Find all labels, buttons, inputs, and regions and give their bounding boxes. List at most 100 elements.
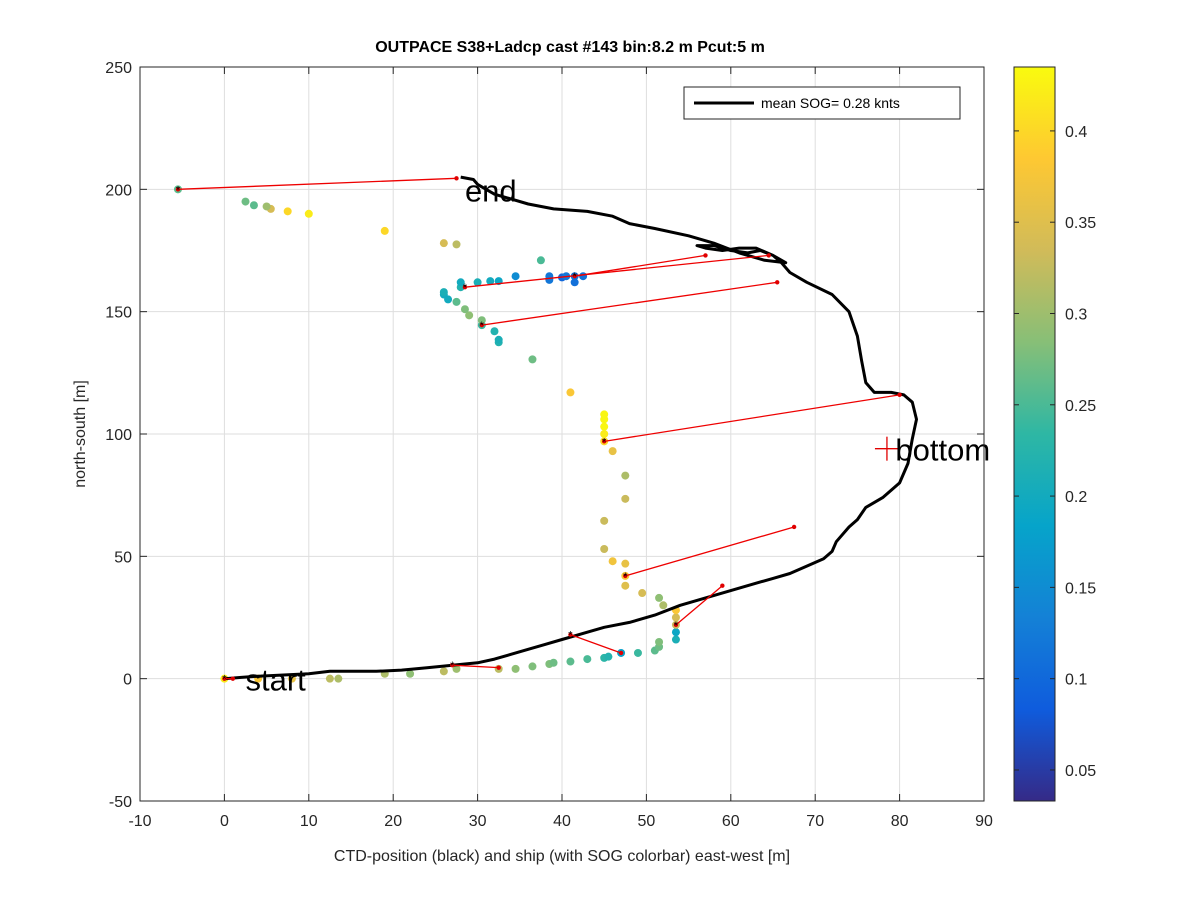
- plot-frame: [139, 66, 985, 802]
- ship-sog-point: [287, 674, 296, 683]
- y-tick-label: 50: [114, 549, 132, 566]
- ship-sog-point: [579, 272, 588, 281]
- colorbar-tick-label: 0.1: [1065, 672, 1087, 689]
- ship-sog-point: [608, 447, 617, 456]
- ship-sog-point: [249, 201, 258, 210]
- connector-endpoint: [673, 622, 679, 628]
- ship-sog-point: [528, 355, 537, 364]
- ship-sog-point: [380, 226, 389, 235]
- ship-sog-point: [638, 589, 647, 598]
- connector-endpoint: [791, 524, 797, 530]
- legend: mean SOG= 0.28 knts: [683, 86, 961, 120]
- y-axis-ticks: -50 0 50 100 150 200 250: [105, 60, 984, 811]
- ship-sog-point: [439, 239, 448, 248]
- x-tick-label: 50: [638, 813, 656, 830]
- ship-sog-point: [452, 297, 461, 306]
- ship-sog-point: [241, 197, 250, 206]
- plot-series: * * * * * * * * * * start end bottom: [173, 173, 990, 698]
- ship-sog-point: [600, 516, 609, 525]
- x-tick-label: 80: [891, 813, 909, 830]
- x-tick-label: 40: [553, 813, 571, 830]
- connector-endpoint: [454, 176, 459, 181]
- ctd-ship-connector: [574, 254, 706, 277]
- y-tick-label: 0: [123, 672, 132, 689]
- x-tick-label: 30: [469, 813, 487, 830]
- ship-sog-point: [334, 674, 343, 683]
- ship-sog-point: [452, 664, 461, 673]
- ship-sog-point: [439, 667, 448, 676]
- annotation-end: end: [465, 173, 517, 208]
- ship-sog-point: [600, 430, 609, 438]
- ship-sog-point: [671, 613, 680, 622]
- ship-sog-point: [262, 202, 271, 211]
- ship-sog-point: [621, 581, 630, 590]
- ship-sog-point: [671, 628, 680, 637]
- ship-position-asterisk: *: [222, 674, 227, 686]
- x-tick-label: 90: [975, 813, 993, 830]
- ship-sog-point: [604, 652, 613, 661]
- ship-sog-point: [528, 662, 537, 671]
- annotation-start: start: [246, 663, 307, 698]
- x-tick-label: 20: [384, 813, 402, 830]
- connector-endpoint: [618, 650, 624, 656]
- connector-endpoint: [572, 273, 577, 279]
- ctd-ship-connector: [570, 634, 622, 654]
- colorbar-tick-label: 0.15: [1065, 580, 1096, 597]
- y-axis-label: north-south [m]: [72, 380, 89, 488]
- connector-endpoint: [897, 392, 902, 398]
- chart-title: OUTPACE S38+Ladcp cast #143 bin:8.2 m Pc…: [375, 39, 765, 56]
- connector-endpoint: [703, 253, 708, 258]
- y-tick-label: 200: [105, 182, 132, 199]
- ctd-ship-connector: [675, 585, 723, 626]
- ship-position-asterisk: *: [450, 660, 455, 672]
- ship-position-asterisk: *: [463, 282, 468, 294]
- colorbar-tick-label: 0.4: [1065, 124, 1087, 141]
- ship-sog-point: [549, 658, 558, 667]
- ship-sog-point: [570, 278, 579, 287]
- ship-sog-point: [566, 657, 575, 666]
- ship-sog-point: [283, 207, 292, 216]
- connector-endpoint: [175, 187, 181, 192]
- ship-sog-point: [659, 601, 668, 610]
- ship-sog-point: [633, 648, 642, 657]
- ctd-ship-connector: [452, 664, 499, 669]
- ship-sog-point: [473, 278, 482, 287]
- ship-position-asterisk: *: [623, 571, 628, 583]
- ctd-ship-connector: [464, 254, 769, 288]
- x-tick-label: 70: [806, 813, 824, 830]
- x-axis-label: CTD-position (black) and ship (with SOG …: [334, 848, 790, 865]
- ship-sog-point: [304, 209, 313, 218]
- colorbar: 0.05 0.1 0.15 0.2 0.25 0.3 0.35 0.4: [1013, 66, 1096, 802]
- ship-sog-point: [566, 388, 575, 397]
- ship-sog-point: [621, 471, 630, 480]
- x-tick-label: -10: [128, 813, 151, 830]
- ctd-ship-connector: [481, 281, 778, 326]
- connector-endpoint: [602, 439, 607, 444]
- connector-endpoint: [496, 665, 501, 670]
- connector-endpoint: [775, 280, 780, 285]
- ctd-track-line: [224, 175, 918, 681]
- ship-position-asterisk: *: [573, 271, 578, 283]
- annotation-bottom: bottom: [895, 433, 990, 468]
- connector-endpoint: [462, 285, 468, 290]
- connector-endpoint: [450, 663, 455, 668]
- ship-sog-point: [655, 593, 664, 602]
- colorbar-tick-label: 0.25: [1065, 398, 1096, 415]
- y-tick-label: 250: [105, 60, 132, 77]
- ship-sog-point: [671, 635, 680, 644]
- x-axis-ticks: -10 0 10 20 30 40 50 60 70 80 90: [128, 67, 993, 830]
- ctd-ship-connector: [625, 526, 795, 577]
- colorbar-tick-label: 0.3: [1065, 306, 1087, 323]
- ship-sog-point: [621, 494, 630, 503]
- ship-sog-point: [456, 278, 465, 287]
- connector-endpoint: [766, 253, 771, 258]
- ship-position-asterisk: *: [674, 620, 679, 632]
- colorbar-tick-label: 0.35: [1065, 215, 1096, 232]
- ship-sog-point: [600, 410, 609, 419]
- ship-position-asterisk: *: [480, 320, 485, 332]
- ctd-ship-connector: [177, 177, 457, 190]
- connector-endpoint: [222, 676, 227, 681]
- ship-sog-point: [465, 311, 474, 320]
- y-tick-label: 100: [105, 427, 132, 444]
- ship-sog-point: [511, 664, 520, 673]
